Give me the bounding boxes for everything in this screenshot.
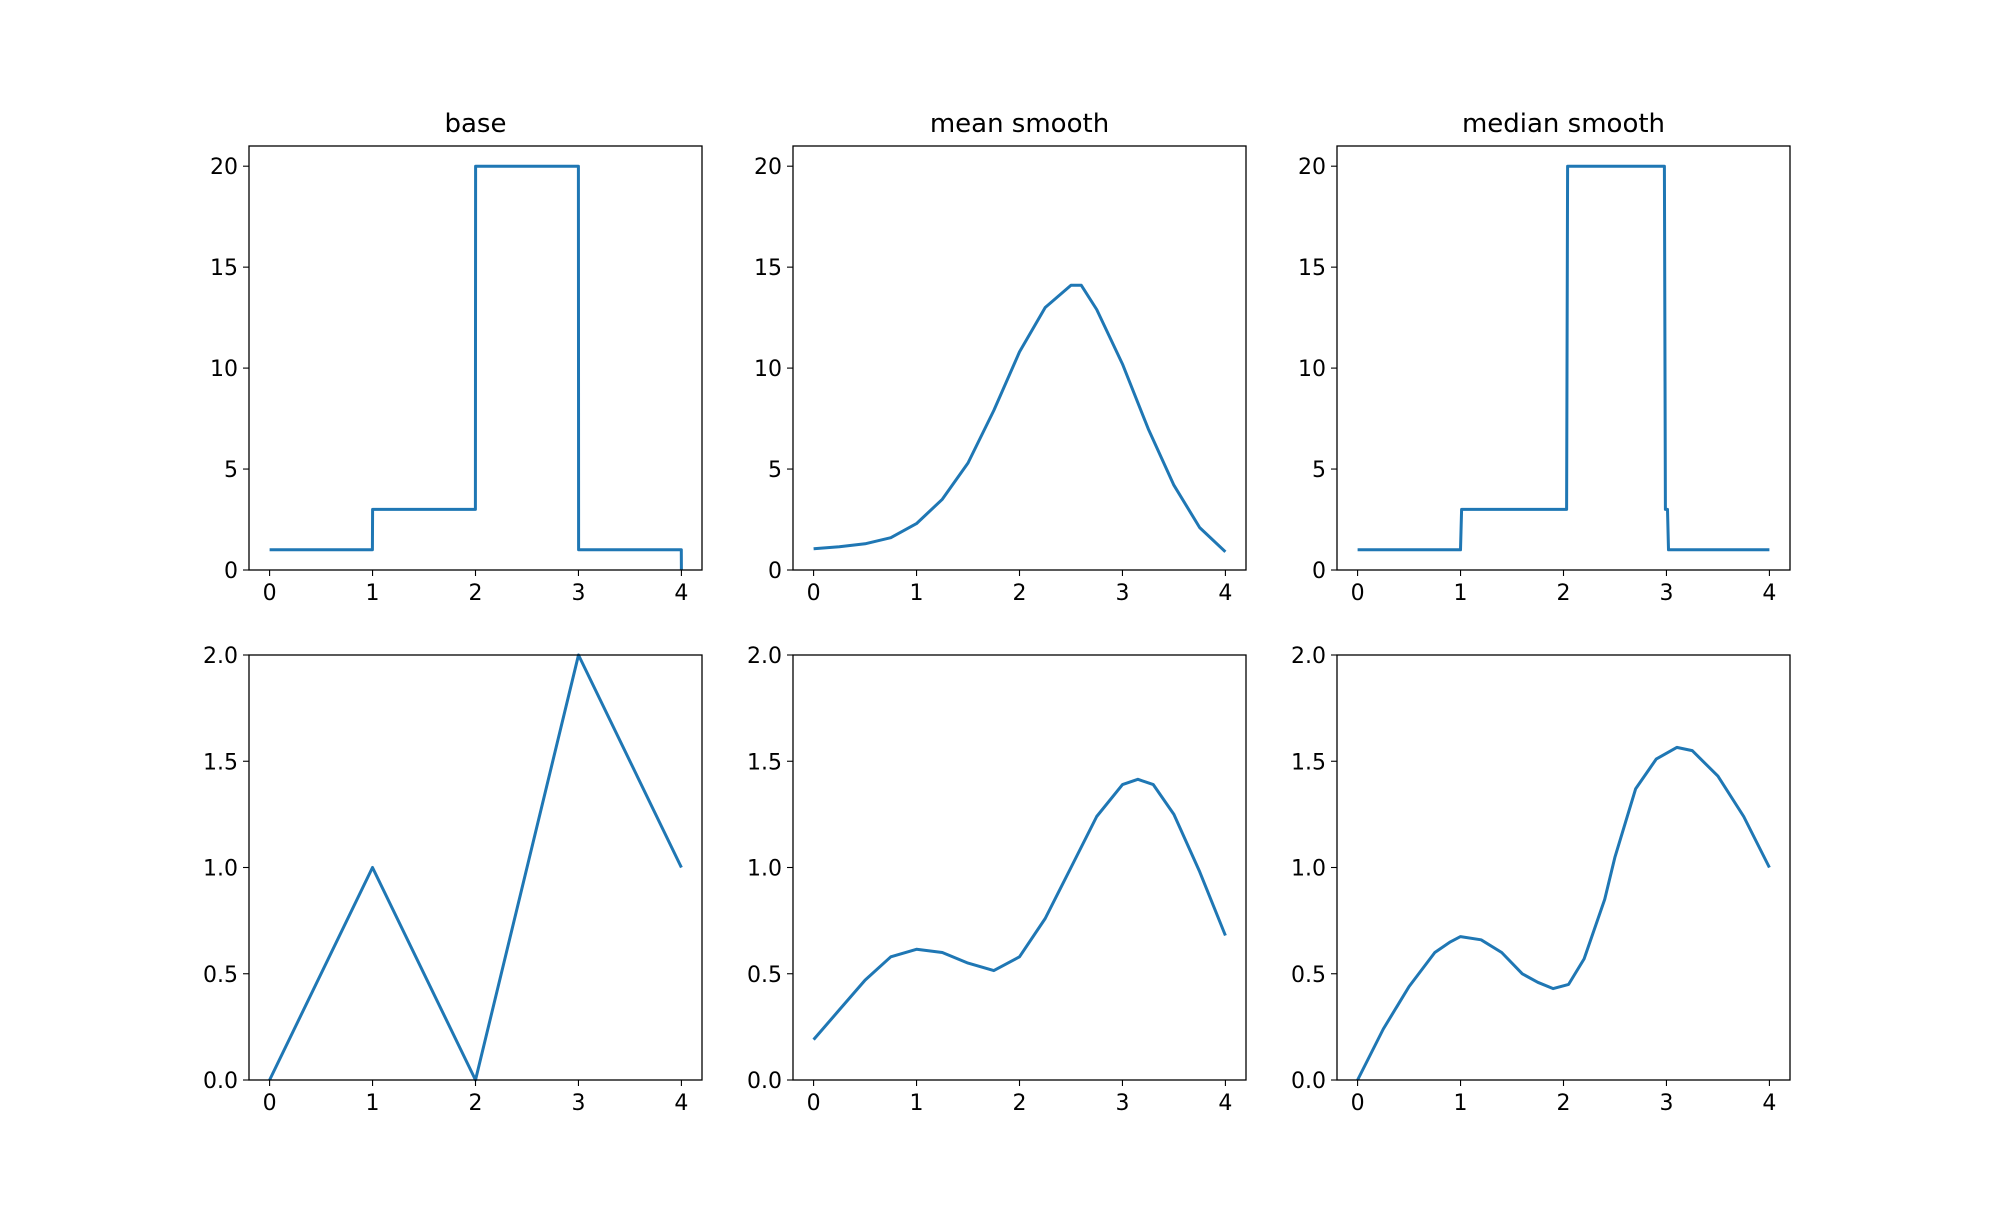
x-tick-label: 1 [1454, 1091, 1468, 1116]
y-tick-label: 1.0 [747, 857, 782, 882]
axes-frame [1336, 145, 1791, 571]
y-tick-label: 0 [1312, 559, 1326, 584]
series-line [812, 777, 1227, 1041]
x-tick-label: 3 [571, 581, 585, 606]
y-tick-label: 1.5 [747, 750, 782, 775]
subplot-title: mean smooth [930, 109, 1109, 139]
axes-frame [1336, 654, 1791, 1081]
y-tick-label: 1.5 [1291, 750, 1326, 775]
y-tick-label: 5 [224, 458, 238, 483]
x-tick-label: 4 [674, 581, 688, 606]
x-tick-label: 3 [1659, 581, 1673, 606]
y-tick-label: 10 [210, 357, 238, 382]
x-tick-label: 2 [469, 1091, 483, 1116]
series-line [1356, 745, 1771, 1081]
x-tick-label: 4 [1218, 581, 1232, 606]
subplot-0: 0 1 2 3 4 0 5 10 15 20 base [210, 109, 703, 606]
subplot-2: 0 1 2 3 4 0 5 10 15 20 median smooth [1298, 109, 1791, 606]
y-tick-label: 0.5 [747, 963, 782, 988]
x-tick-label: 1 [910, 1091, 924, 1116]
x-tick-label: 0 [1351, 1091, 1365, 1116]
y-tick-label: 1.0 [1291, 857, 1326, 882]
y-tick-label: 5 [1312, 458, 1326, 483]
y-tick-label: 20 [210, 155, 238, 180]
y-tick-label: 15 [210, 256, 238, 281]
y-tick-label: 2.0 [1291, 644, 1326, 669]
x-tick-label: 2 [1013, 581, 1027, 606]
x-tick-label: 2 [1013, 1091, 1027, 1116]
y-tick-label: 0.0 [1291, 1069, 1326, 1094]
axes-frame [792, 145, 1247, 571]
y-tick-label: 0.0 [747, 1069, 782, 1094]
y-tick-label: 2.0 [203, 644, 238, 669]
series-line [813, 283, 1227, 553]
x-tick-label: 1 [366, 1091, 380, 1116]
x-tick-label: 3 [1115, 581, 1129, 606]
x-tick-label: 2 [469, 581, 483, 606]
y-tick-label: 15 [754, 256, 782, 281]
x-tick-label: 2 [1557, 1091, 1571, 1116]
subplot-1: 0 1 2 3 4 0 5 10 15 20 mean smooth [754, 109, 1247, 606]
x-tick-label: 3 [571, 1091, 585, 1116]
subplot-title: median smooth [1462, 109, 1665, 139]
x-tick-label: 0 [263, 1091, 277, 1116]
axes-frame [248, 654, 703, 1081]
x-tick-label: 4 [1762, 581, 1776, 606]
subplot-4: 0 1 2 3 4 0.0 0.5 1.0 1.5 2.0 [747, 644, 1247, 1116]
x-tick-label: 0 [807, 1091, 821, 1116]
x-tick-label: 4 [1218, 1091, 1232, 1116]
y-tick-label: 1.5 [203, 750, 238, 775]
series-line [268, 653, 683, 1082]
y-tick-label: 1.0 [203, 857, 238, 882]
y-tick-label: 5 [768, 458, 782, 483]
x-tick-label: 1 [1454, 581, 1468, 606]
y-tick-label: 15 [1298, 256, 1326, 281]
subplot-5: 0 1 2 3 4 0.0 0.5 1.0 1.5 2.0 [1291, 644, 1791, 1116]
x-tick-label: 0 [807, 581, 821, 606]
x-tick-label: 4 [674, 1091, 688, 1116]
x-tick-label: 1 [910, 581, 924, 606]
series-line [269, 164, 683, 571]
y-tick-label: 0 [224, 559, 238, 584]
axes-frame [792, 654, 1247, 1081]
x-tick-label: 3 [1115, 1091, 1129, 1116]
y-tick-label: 0.5 [203, 963, 238, 988]
x-tick-label: 1 [366, 581, 380, 606]
y-tick-label: 2.0 [747, 644, 782, 669]
y-tick-label: 0.5 [1291, 963, 1326, 988]
x-tick-label: 4 [1762, 1091, 1776, 1116]
x-tick-label: 2 [1557, 581, 1571, 606]
y-tick-label: 20 [1298, 155, 1326, 180]
y-tick-label: 0.0 [203, 1069, 238, 1094]
y-tick-label: 20 [754, 155, 782, 180]
x-tick-label: 0 [263, 581, 277, 606]
y-tick-label: 10 [754, 357, 782, 382]
y-tick-label: 0 [768, 559, 782, 584]
subplot-title: base [445, 109, 507, 139]
y-tick-label: 10 [1298, 357, 1326, 382]
subplot-3: 0 1 2 3 4 0.0 0.5 1.0 1.5 2.0 [203, 644, 703, 1116]
x-tick-label: 3 [1659, 1091, 1673, 1116]
x-tick-label: 0 [1351, 581, 1365, 606]
series-line [1357, 164, 1770, 552]
